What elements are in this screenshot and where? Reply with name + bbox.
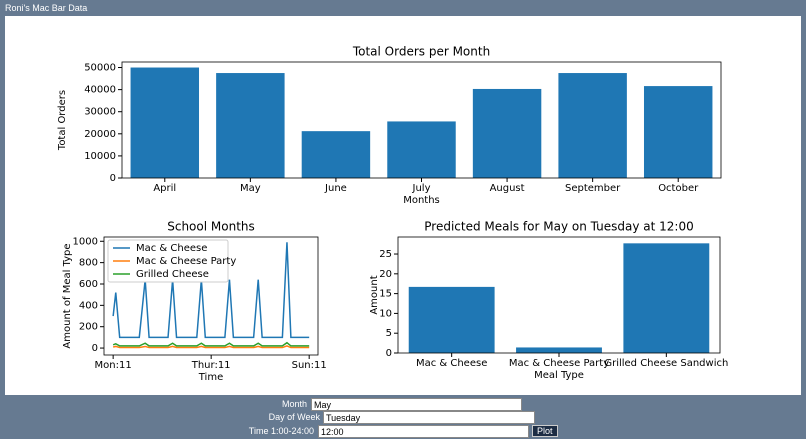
- y-tick-label: 0: [92, 343, 98, 354]
- bar: [408, 286, 495, 353]
- x-axis-label: Months: [403, 195, 440, 206]
- plot-button[interactable]: Plot: [532, 425, 558, 437]
- y-tick-label: 400: [79, 300, 98, 311]
- y-tick-label: 200: [79, 322, 98, 333]
- x-tick-label: Mac & Cheese: [416, 358, 487, 369]
- time-label: Time 1:00-24:00: [248, 426, 314, 436]
- bar: [516, 347, 602, 353]
- chart-title: Total Orders per Month: [352, 45, 490, 59]
- plot-frame: [103, 236, 319, 356]
- x-tick-label: September: [565, 183, 621, 194]
- bar: [558, 73, 627, 178]
- y-tick-label: 15: [379, 289, 392, 300]
- y-tick-label: 10000: [84, 151, 116, 162]
- y-axis-label: Amount: [369, 275, 380, 314]
- y-axis-label: Amount of Meal Type: [62, 243, 73, 348]
- x-tick-label: Thur:11: [191, 360, 231, 371]
- x-axis-label: Meal Type: [534, 370, 584, 381]
- line-series: [112, 345, 310, 349]
- x-tick-label: April: [153, 183, 176, 194]
- line-series: [112, 242, 310, 339]
- window-title: Roni's Mac Bar Data: [5, 3, 88, 13]
- bar: [301, 131, 371, 178]
- chart-panel: Total Orders per Month Total Orders Months…: [5, 16, 801, 395]
- bar: [216, 73, 285, 178]
- bar: [623, 243, 710, 353]
- y-tick-label: 20: [379, 269, 392, 280]
- y-tick-label: 0: [110, 173, 116, 184]
- y-tick-label: 10: [379, 308, 392, 319]
- chart-title: Predicted Meals for May on Tuesday at 12…: [424, 220, 693, 234]
- day-input[interactable]: [323, 411, 535, 424]
- x-tick-label: June: [324, 183, 347, 194]
- bar: [387, 121, 456, 178]
- day-label: Day of Week: [268, 412, 320, 422]
- bar: [472, 88, 542, 178]
- time-input[interactable]: [318, 425, 529, 438]
- x-tick-label: Mon:11: [95, 360, 132, 371]
- x-tick-label: Sun:11: [292, 360, 327, 371]
- plot-frame: [121, 61, 722, 179]
- y-tick-label: 5: [386, 328, 392, 339]
- y-tick-label: 50000: [84, 63, 116, 74]
- x-tick-label: May: [240, 183, 261, 194]
- y-tick-label: 0: [386, 348, 392, 359]
- legend-box: [107, 239, 229, 283]
- y-tick-label: 1000: [73, 236, 98, 247]
- bar: [130, 67, 200, 178]
- line-series: [112, 341, 310, 347]
- chart-title: School Months: [167, 220, 255, 234]
- month-input[interactable]: [311, 398, 522, 411]
- y-tick-label: 25: [379, 249, 392, 260]
- legend-label: Mac & Cheese: [136, 243, 207, 254]
- x-tick-label: October: [658, 183, 699, 194]
- y-tick-label: 30000: [84, 107, 116, 118]
- y-axis-label: Total Orders: [57, 90, 68, 151]
- x-tick-label: Grilled Cheese Sandwich: [604, 358, 728, 369]
- x-tick-label: Mac & Cheese Party: [509, 358, 609, 369]
- month-label: Month: [281, 399, 307, 409]
- y-tick-label: 40000: [84, 85, 116, 96]
- y-tick-label: 20000: [84, 129, 116, 140]
- y-tick-label: 800: [79, 258, 98, 269]
- legend-label: Mac & Cheese Party: [136, 256, 236, 267]
- bar: [643, 86, 713, 178]
- legend-label: Grilled Cheese: [136, 269, 209, 280]
- plot-frame: [397, 236, 721, 354]
- x-tick-label: August: [490, 183, 525, 194]
- x-tick-label: July: [412, 183, 431, 194]
- x-axis-label: Time: [198, 372, 223, 383]
- y-tick-label: 600: [79, 279, 98, 290]
